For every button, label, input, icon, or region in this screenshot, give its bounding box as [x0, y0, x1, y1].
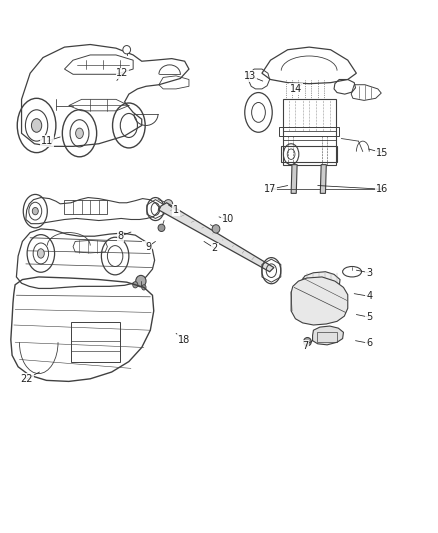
- Text: 5: 5: [366, 312, 372, 322]
- Bar: [71, 322, 120, 361]
- Ellipse shape: [164, 200, 173, 208]
- Ellipse shape: [76, 128, 83, 139]
- Text: 10: 10: [222, 214, 234, 224]
- Text: 6: 6: [366, 338, 372, 348]
- Polygon shape: [159, 203, 274, 272]
- Text: 16: 16: [376, 184, 388, 194]
- Text: 12: 12: [116, 68, 129, 78]
- Text: 22: 22: [21, 374, 33, 384]
- Text: 15: 15: [376, 148, 389, 158]
- Polygon shape: [300, 272, 340, 293]
- Bar: [64, 200, 107, 214]
- Ellipse shape: [123, 45, 131, 54]
- Bar: [317, 332, 337, 342]
- Text: 8: 8: [117, 231, 124, 241]
- Ellipse shape: [32, 207, 38, 215]
- Text: 18: 18: [178, 335, 190, 345]
- Polygon shape: [291, 277, 348, 325]
- Text: 14: 14: [290, 84, 302, 94]
- Text: 9: 9: [145, 241, 151, 252]
- Text: 13: 13: [244, 71, 256, 81]
- Ellipse shape: [136, 276, 146, 287]
- Ellipse shape: [37, 249, 44, 258]
- Ellipse shape: [32, 119, 42, 132]
- Text: 3: 3: [366, 268, 372, 278]
- Polygon shape: [313, 326, 343, 345]
- Polygon shape: [291, 165, 297, 193]
- Text: 4: 4: [366, 291, 372, 301]
- Text: 1: 1: [173, 205, 179, 215]
- Ellipse shape: [133, 281, 138, 288]
- Ellipse shape: [304, 337, 311, 346]
- Ellipse shape: [158, 224, 165, 231]
- Polygon shape: [320, 165, 326, 193]
- Ellipse shape: [142, 285, 146, 290]
- Text: 2: 2: [212, 243, 218, 253]
- Text: 7: 7: [302, 341, 308, 351]
- Text: 11: 11: [41, 136, 53, 146]
- Text: 17: 17: [264, 184, 277, 194]
- Ellipse shape: [212, 225, 220, 233]
